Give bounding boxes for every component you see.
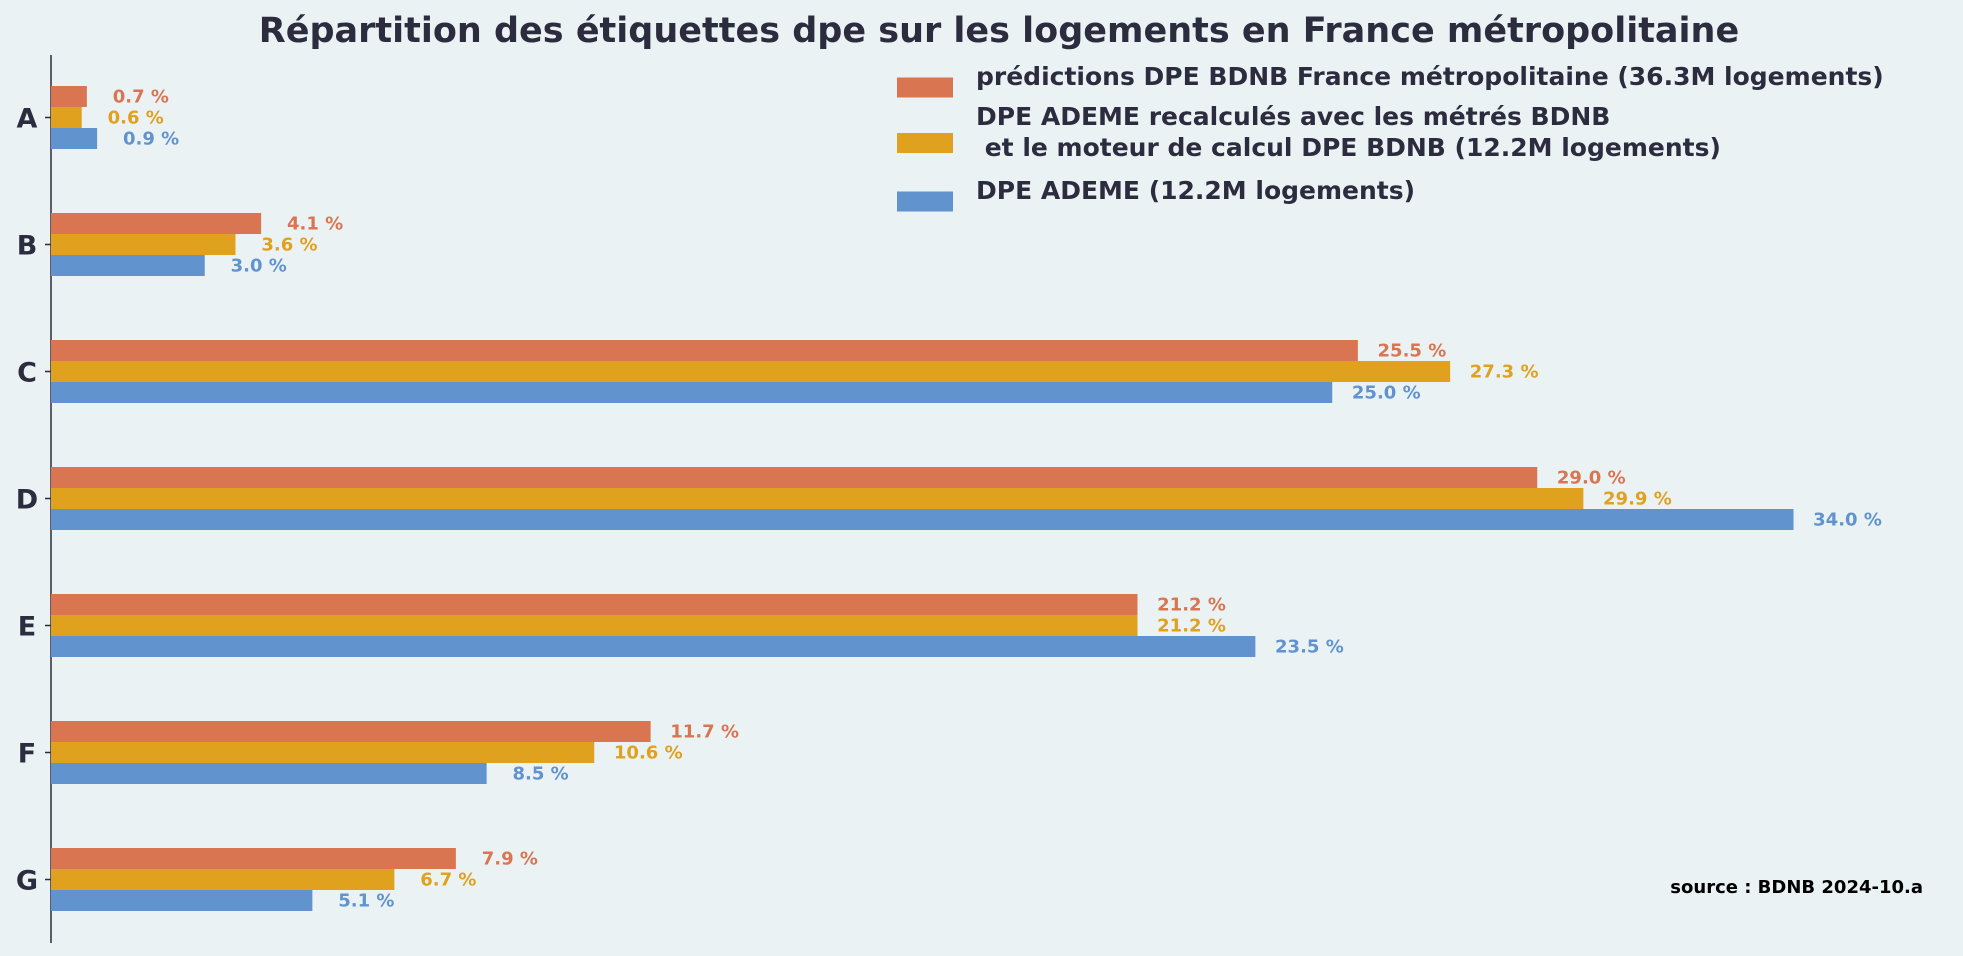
bar-f-series-2	[51, 742, 595, 763]
legend-label-series-2-line-1: DPE ADEME recalculés avec les métrés BDN…	[976, 102, 1610, 131]
bars-layer	[51, 86, 1794, 911]
labels-layer: 0.7 %0.6 %0.9 % 4.1 %3.6 %3.0 % 25.5 % 27.3…	[108, 87, 1882, 912]
legend-swatch-series-2	[897, 133, 953, 153]
bar-g-series-1	[51, 848, 456, 869]
value-label-b-series-1: 4.1 %	[287, 214, 343, 235]
legend-label-series-2-line-2: et le moteur de calcul DPE BDNB (12.2M l…	[976, 133, 1721, 162]
bar-e-series-3	[51, 636, 1256, 657]
value-label-a-series-1: 0.7 %	[113, 87, 169, 108]
bar-f-series-1	[51, 721, 651, 742]
value-label-b-series-2: 3.6 %	[261, 235, 317, 256]
value-label-d-series-3: 34.0 %	[1813, 510, 1882, 531]
legend-label-series-3: DPE ADEME (12.2M logements)	[976, 176, 1415, 205]
bar-c-series-3	[51, 382, 1333, 403]
value-label-g-series-2: 6.7 %	[420, 870, 476, 891]
value-label-c-series-1: 25.5 %	[1378, 341, 1447, 362]
value-label-g-series-3: 5.1 %	[338, 891, 394, 912]
category-label-e: E	[18, 612, 36, 643]
category-ticks: A B C D E F G	[16, 104, 51, 897]
value-label-f-series-3: 8.5 %	[513, 764, 569, 785]
bar-f-series-3	[51, 763, 487, 784]
source-annotation: source : BDNB 2024-10.a	[1670, 877, 1923, 898]
bar-g-series-2	[51, 869, 395, 890]
value-label-d-series-1: 29.0 %	[1557, 468, 1626, 489]
bar-d-series-1	[51, 467, 1538, 488]
bar-g-series-3	[51, 890, 313, 911]
category-label-g: G	[16, 866, 38, 897]
value-label-c-series-3: 25.0 %	[1352, 383, 1421, 404]
bar-a-series-1	[51, 86, 87, 107]
value-label-g-series-1: 7.9 %	[482, 849, 538, 870]
bar-d-series-2	[51, 488, 1584, 509]
bar-c-series-1	[51, 340, 1358, 361]
bar-b-series-2	[51, 234, 236, 255]
category-label-c: C	[17, 358, 37, 389]
category-label-a: A	[17, 104, 38, 135]
bar-b-series-3	[51, 255, 205, 276]
legend-swatch-series-3	[897, 191, 953, 212]
bar-b-series-1	[51, 213, 262, 234]
bar-e-series-1	[51, 594, 1138, 615]
bar-a-series-2	[51, 107, 82, 128]
value-label-b-series-3: 3.0 %	[231, 256, 287, 277]
value-label-e-series-1: 21.2 %	[1157, 595, 1226, 616]
value-label-d-series-2: 29.9 %	[1603, 489, 1672, 510]
bar-d-series-3	[51, 509, 1794, 530]
value-label-c-series-2: 27.3 %	[1470, 362, 1539, 383]
value-label-e-series-3: 23.5 %	[1275, 637, 1344, 658]
category-label-b: B	[17, 231, 38, 262]
chart-title: Répartition des étiquettes dpe sur les l…	[259, 11, 1739, 51]
legend-label-series-1: prédictions DPE BDNB France métropolitai…	[976, 62, 1884, 91]
category-label-d: D	[16, 485, 38, 516]
value-label-a-series-2: 0.6 %	[108, 108, 164, 129]
bar-e-series-2	[51, 615, 1138, 636]
bar-a-series-3	[51, 128, 98, 149]
legend: prédictions DPE BDNB France métropolitai…	[897, 62, 1884, 212]
legend-swatch-series-1	[897, 77, 953, 98]
value-label-f-series-2: 10.6 %	[614, 743, 683, 764]
category-label-f: F	[18, 739, 36, 770]
value-label-e-series-2: 21.2 %	[1157, 616, 1226, 637]
value-label-f-series-1: 11.7 %	[670, 722, 739, 743]
bar-c-series-2	[51, 361, 1451, 382]
value-label-a-series-3: 0.9 %	[123, 129, 179, 150]
